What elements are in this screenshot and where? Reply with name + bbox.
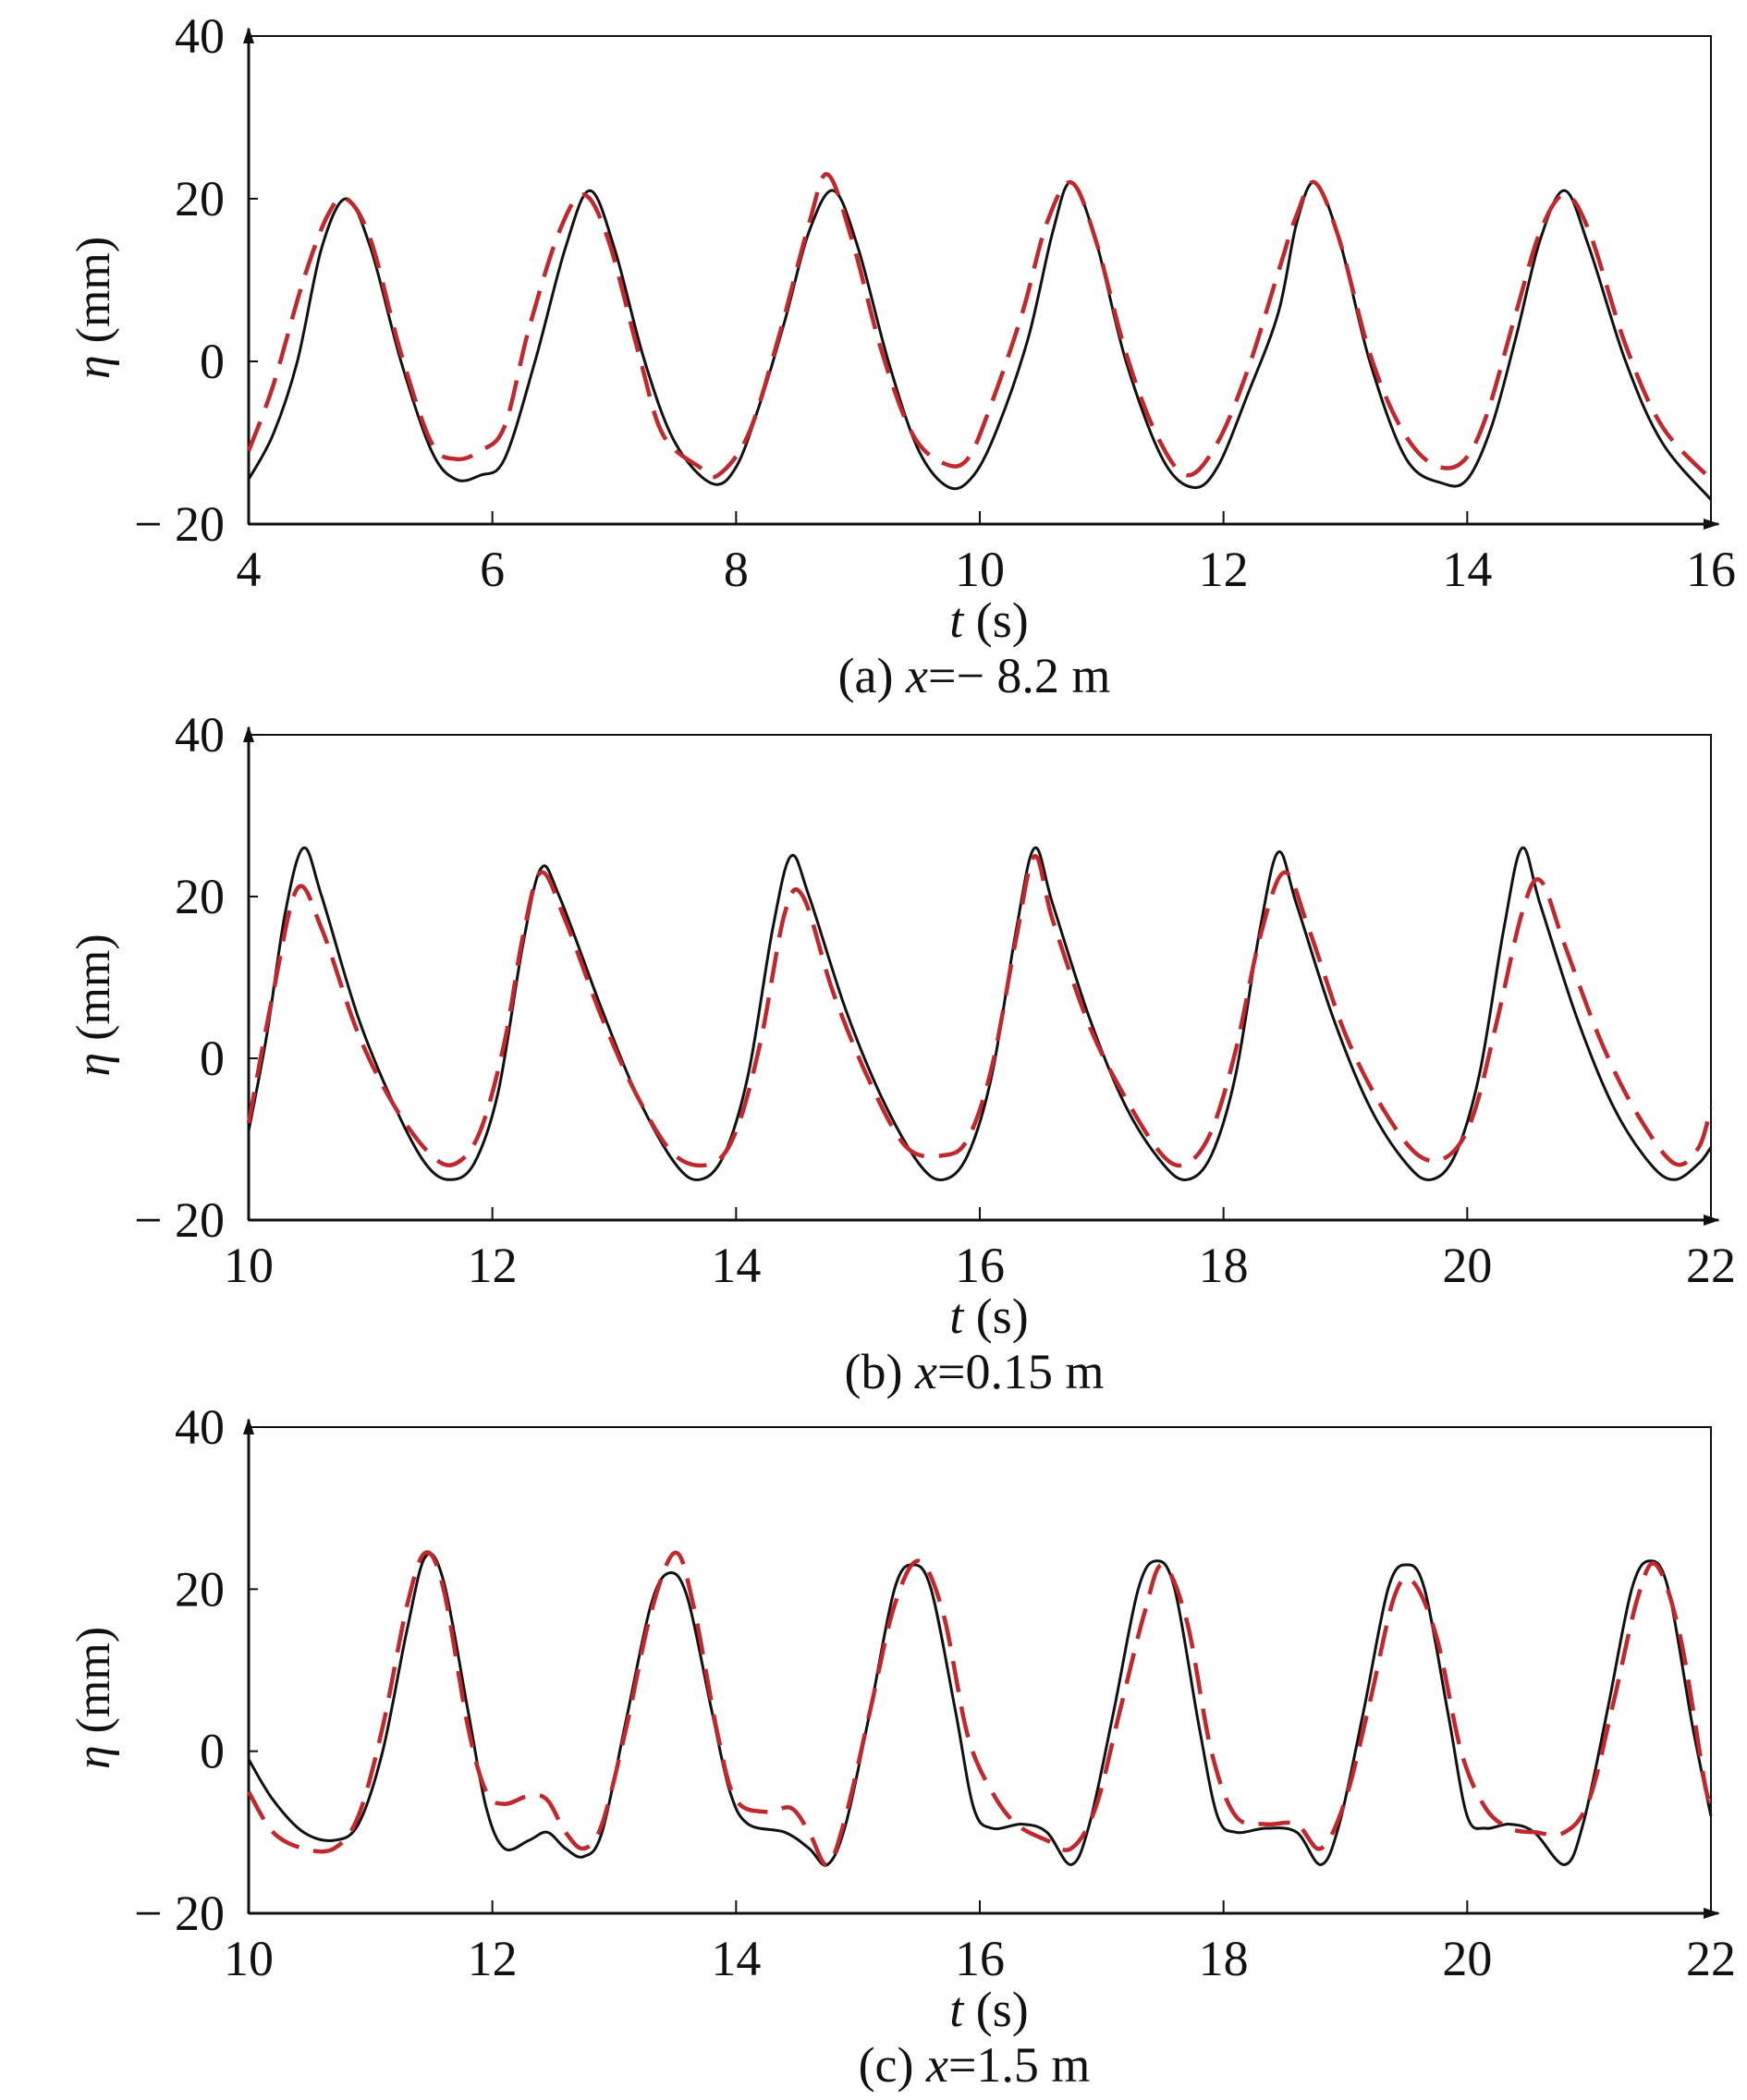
- y-tick-label: 0: [200, 1031, 225, 1086]
- x-tick-label: 18: [1199, 1931, 1249, 1986]
- x-axis-label-unit: (s): [963, 592, 1028, 648]
- y-tick-label: − 20: [134, 496, 225, 552]
- x-tick-label: 20: [1442, 1931, 1492, 1986]
- panel-caption: (c) x=1.5 m: [859, 2037, 1091, 2093]
- caption-prefix: (a): [838, 648, 906, 703]
- caption-value: =0.15 m: [937, 1344, 1104, 1399]
- x-tick-label: 12: [468, 1931, 518, 1986]
- series-simulated-line: [246, 854, 1714, 1168]
- x-tick-label: 10: [224, 1931, 274, 1986]
- x-tick-label: 20: [1442, 1238, 1492, 1293]
- plot-frame: [248, 35, 1712, 525]
- x-tick-label: 16: [955, 1931, 1005, 1986]
- x-tick-label: 14: [1442, 542, 1492, 597]
- y-tick-label: 40: [175, 707, 225, 763]
- caption-value: =− 8.2 m: [928, 648, 1110, 703]
- plot-frame: [248, 734, 1712, 1221]
- x-tick-label: 10: [224, 1238, 274, 1293]
- series-measured-line: [247, 846, 1713, 1182]
- y-tick-label: − 20: [134, 1192, 225, 1248]
- caption-variable: x: [925, 2037, 948, 2093]
- y-tick-label: 20: [175, 869, 225, 924]
- y-axis-label: η (mm): [67, 237, 120, 379]
- x-axis-label: t (s): [949, 1288, 1029, 1344]
- x-axis-label-unit: (s): [963, 1288, 1028, 1344]
- x-tick-label: 16: [955, 1238, 1005, 1293]
- caption-prefix: (c): [859, 2037, 926, 2093]
- x-tick-label: 6: [480, 542, 505, 597]
- y-tick-label: 40: [175, 1399, 225, 1455]
- x-tick-label: 22: [1686, 1931, 1736, 1986]
- series-simulated-line: [246, 172, 1713, 482]
- x-axis-label-unit: (s): [963, 1982, 1028, 2037]
- x-tick-label: 12: [1199, 542, 1249, 597]
- series-measured-line: [247, 180, 1713, 501]
- y-axis-label-symbol: η: [67, 355, 120, 379]
- x-tick-label: 10: [955, 542, 1005, 597]
- y-axis-label-unit: (mm): [67, 1627, 120, 1746]
- x-axis-arrow-icon: [1704, 1215, 1720, 1226]
- x-tick-label: 14: [711, 1931, 761, 1986]
- x-tick-label: 22: [1686, 1238, 1736, 1293]
- caption-value: =1.5 m: [948, 2037, 1090, 2093]
- y-axis-label: η (mm): [67, 1627, 120, 1769]
- y-tick-label: 20: [175, 1561, 225, 1617]
- x-tick-label: 8: [724, 542, 749, 597]
- panel-caption: (a) x=− 8.2 m: [838, 648, 1111, 703]
- y-axis-label: η (mm): [67, 934, 120, 1076]
- y-tick-label: 0: [200, 1724, 225, 1779]
- series-measured-line: [247, 1552, 1713, 1867]
- x-axis-label-symbol: t: [949, 592, 965, 648]
- x-axis-label-symbol: t: [949, 1982, 965, 2037]
- x-tick-label: 12: [468, 1238, 518, 1293]
- x-axis-label: t (s): [949, 1982, 1029, 2037]
- x-axis-label-symbol: t: [949, 1288, 965, 1344]
- y-tick-label: 0: [200, 334, 225, 389]
- plot-frame: [248, 1426, 1712, 1914]
- y-tick-label: 40: [175, 8, 225, 64]
- y-tick-label: 20: [175, 171, 225, 226]
- x-tick-label: 14: [711, 1238, 761, 1293]
- x-axis-arrow-icon: [1704, 1908, 1720, 1919]
- caption-variable: x: [905, 648, 928, 703]
- y-axis-label-unit: (mm): [67, 934, 120, 1053]
- panel-caption: (b) x=0.15 m: [845, 1344, 1105, 1399]
- x-tick-label: 4: [237, 542, 262, 597]
- x-tick-label: 18: [1199, 1238, 1249, 1293]
- caption-prefix: (b): [845, 1344, 915, 1399]
- x-tick-label: 16: [1686, 542, 1736, 597]
- y-axis-label-symbol: η: [67, 1745, 120, 1769]
- x-axis-arrow-icon: [1704, 519, 1720, 530]
- x-axis-label: t (s): [949, 592, 1029, 648]
- caption-variable: x: [914, 1344, 937, 1399]
- y-axis-label-unit: (mm): [67, 237, 120, 356]
- y-tick-label: − 20: [134, 1886, 225, 1941]
- y-axis-label-symbol: η: [67, 1053, 120, 1077]
